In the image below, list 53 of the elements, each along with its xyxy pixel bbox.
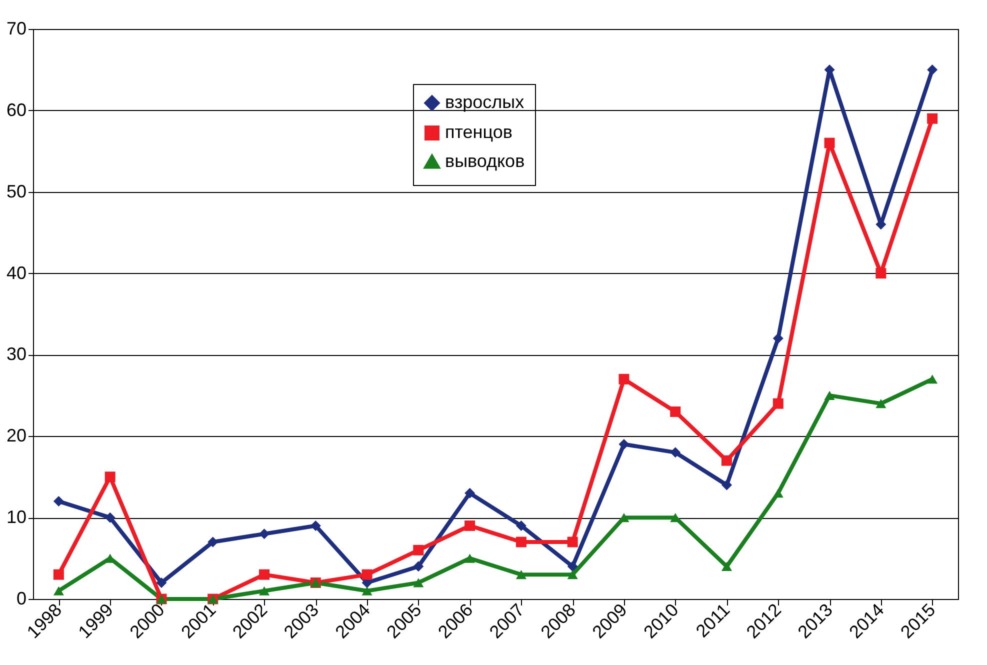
y-tick-label: 0 bbox=[16, 588, 26, 608]
point bbox=[156, 577, 167, 588]
point bbox=[567, 561, 578, 572]
point bbox=[618, 439, 630, 450]
point bbox=[772, 398, 784, 409]
point bbox=[53, 569, 64, 580]
legend-label: птенцов bbox=[445, 122, 512, 142]
point bbox=[104, 472, 116, 482]
point bbox=[413, 544, 424, 556]
point bbox=[464, 488, 476, 498]
point bbox=[259, 586, 270, 596]
point bbox=[464, 520, 476, 531]
point bbox=[362, 586, 372, 596]
point bbox=[259, 569, 270, 580]
point bbox=[927, 113, 938, 124]
y-tick-label: 70 bbox=[6, 18, 26, 38]
point bbox=[516, 536, 526, 548]
point bbox=[722, 455, 732, 466]
point bbox=[53, 586, 64, 596]
point bbox=[618, 374, 630, 384]
point bbox=[53, 496, 64, 507]
point bbox=[824, 138, 835, 148]
y-tick-label: 50 bbox=[6, 181, 26, 202]
point bbox=[516, 570, 526, 580]
point bbox=[413, 578, 424, 588]
legend-label: выводков bbox=[445, 151, 525, 171]
point bbox=[516, 520, 526, 531]
point bbox=[927, 64, 938, 75]
point bbox=[567, 536, 578, 548]
point bbox=[259, 528, 270, 540]
point bbox=[208, 536, 218, 548]
point bbox=[464, 554, 476, 563]
point bbox=[567, 570, 578, 580]
point bbox=[722, 480, 732, 490]
y-tick-label: 20 bbox=[6, 426, 26, 446]
point bbox=[927, 374, 938, 384]
point bbox=[772, 333, 784, 344]
point bbox=[670, 406, 681, 417]
y-tick-label: 30 bbox=[6, 344, 26, 364]
y-tick-label: 40 bbox=[6, 262, 26, 283]
point bbox=[722, 562, 732, 571]
point bbox=[310, 520, 321, 531]
legend-label: взрослых bbox=[445, 92, 524, 112]
y-tick-label: 10 bbox=[6, 507, 26, 528]
point bbox=[772, 488, 784, 498]
y-tick-label: 60 bbox=[6, 100, 26, 120]
point bbox=[876, 268, 886, 279]
point bbox=[362, 569, 372, 580]
point bbox=[670, 447, 681, 458]
point bbox=[824, 390, 835, 400]
point bbox=[413, 561, 424, 572]
point bbox=[876, 399, 886, 408]
point bbox=[104, 512, 116, 523]
